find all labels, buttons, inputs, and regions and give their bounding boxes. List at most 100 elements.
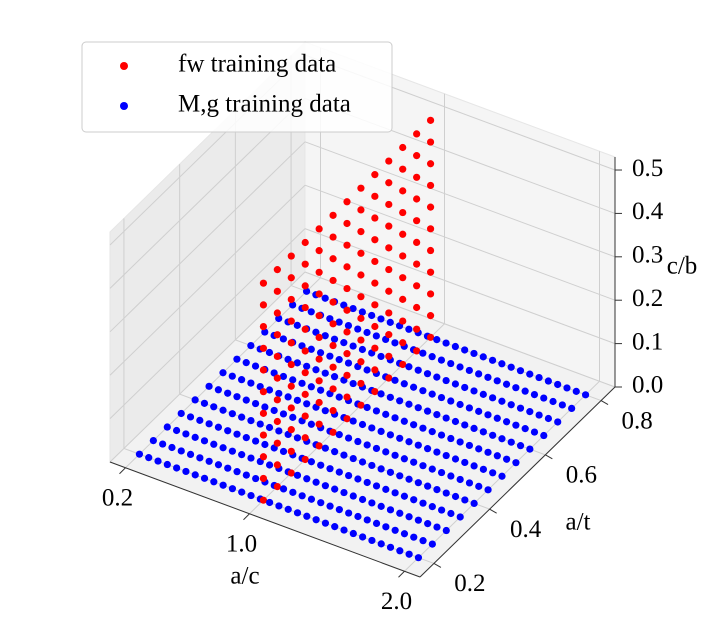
data-point bbox=[343, 350, 351, 358]
data-point bbox=[301, 325, 309, 333]
data-point bbox=[298, 379, 306, 387]
data-point bbox=[321, 332, 329, 340]
data-point bbox=[289, 488, 297, 496]
data-point bbox=[363, 403, 371, 412]
data-point bbox=[410, 496, 418, 504]
data-point bbox=[326, 465, 334, 473]
x-tick bbox=[119, 467, 126, 475]
data-point bbox=[228, 485, 237, 493]
data-point bbox=[331, 448, 339, 456]
data-point bbox=[413, 195, 421, 203]
data-point bbox=[273, 331, 281, 339]
data-point bbox=[413, 130, 421, 138]
data-point bbox=[275, 314, 283, 323]
data-point bbox=[247, 342, 255, 350]
data-point bbox=[340, 526, 348, 534]
data-point bbox=[563, 384, 571, 392]
data-point bbox=[451, 342, 459, 351]
data-point bbox=[275, 389, 283, 398]
data-point bbox=[442, 489, 450, 497]
data-point bbox=[279, 485, 288, 493]
data-point bbox=[256, 382, 264, 391]
data-point bbox=[426, 181, 435, 190]
data-point bbox=[530, 390, 539, 399]
data-point bbox=[413, 152, 421, 160]
data-point bbox=[399, 274, 407, 282]
data-point bbox=[182, 430, 190, 438]
data-point bbox=[428, 540, 436, 548]
data-point bbox=[287, 404, 295, 412]
y-tick-label: 0.4 bbox=[510, 516, 542, 543]
data-point bbox=[405, 325, 413, 333]
x-tick-label: 0.2 bbox=[102, 484, 133, 511]
data-point bbox=[489, 394, 497, 402]
legend-label: fw training data bbox=[178, 51, 336, 78]
data-point bbox=[344, 321, 353, 330]
data-point bbox=[371, 344, 379, 352]
data-point bbox=[512, 459, 520, 467]
data-point bbox=[135, 450, 144, 458]
data-point bbox=[228, 447, 236, 455]
data-point bbox=[447, 397, 455, 405]
data-point bbox=[312, 328, 320, 336]
data-point bbox=[372, 407, 381, 415]
data-point bbox=[214, 461, 223, 469]
data-point bbox=[289, 376, 297, 384]
data-point bbox=[344, 434, 353, 442]
data-point bbox=[433, 448, 441, 456]
data-point bbox=[321, 294, 329, 302]
data-point bbox=[354, 475, 362, 483]
data-point bbox=[479, 465, 487, 473]
data-point bbox=[233, 468, 241, 476]
data-point bbox=[261, 403, 269, 411]
data-point bbox=[289, 301, 297, 309]
z-tick-label: 0.1 bbox=[632, 328, 663, 355]
data-point bbox=[385, 222, 393, 230]
data-point bbox=[470, 462, 478, 470]
y-tick bbox=[433, 562, 442, 568]
data-point bbox=[371, 214, 379, 222]
data-point bbox=[242, 359, 250, 367]
data-point bbox=[512, 421, 520, 429]
data-point bbox=[428, 503, 436, 511]
data-point bbox=[498, 472, 506, 480]
data-point bbox=[405, 513, 413, 521]
data-point bbox=[363, 516, 371, 524]
data-point bbox=[343, 328, 351, 336]
data-point bbox=[442, 339, 450, 347]
x-tick-label: 1.0 bbox=[226, 530, 257, 557]
data-point bbox=[357, 358, 365, 366]
y-tick-label: 0.6 bbox=[566, 462, 597, 489]
data-point bbox=[242, 434, 250, 442]
data-point bbox=[329, 407, 337, 415]
data-point bbox=[247, 491, 255, 500]
data-point bbox=[316, 349, 325, 357]
data-point bbox=[540, 431, 548, 440]
data-point bbox=[242, 396, 250, 404]
data-point bbox=[317, 386, 325, 394]
x-tick bbox=[243, 513, 250, 521]
grid-line bbox=[109, 271, 306, 463]
data-point bbox=[451, 492, 460, 501]
data-point bbox=[371, 279, 379, 287]
data-point bbox=[354, 512, 362, 521]
data-point bbox=[426, 138, 435, 146]
data-point bbox=[399, 317, 407, 325]
data-point bbox=[433, 373, 441, 381]
data-point bbox=[442, 451, 450, 460]
data-point bbox=[315, 377, 323, 385]
data-point bbox=[391, 489, 399, 497]
data-point bbox=[489, 469, 497, 477]
data-point bbox=[261, 328, 269, 336]
data-point bbox=[400, 530, 409, 538]
data-point bbox=[507, 401, 515, 409]
grid-line bbox=[304, 271, 616, 388]
data-point bbox=[315, 420, 323, 428]
data-point bbox=[329, 211, 337, 219]
data-point bbox=[461, 458, 469, 467]
data-point bbox=[293, 471, 302, 479]
data-point bbox=[371, 301, 379, 309]
data-point bbox=[382, 410, 390, 418]
data-point bbox=[426, 203, 435, 211]
data-point bbox=[400, 380, 408, 388]
